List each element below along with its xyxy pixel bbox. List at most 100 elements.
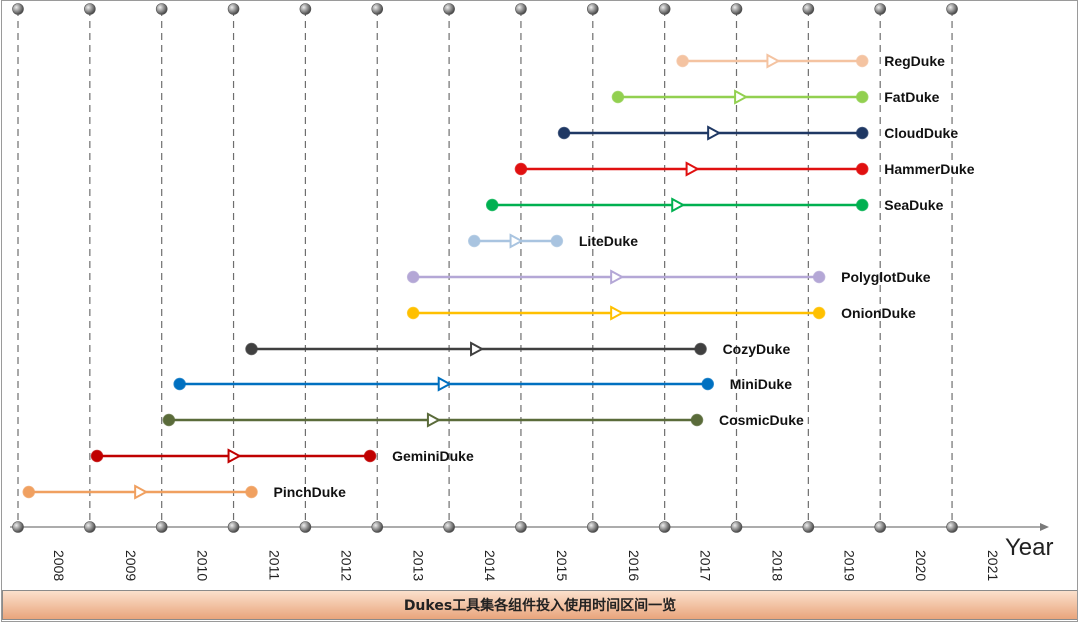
series-cloudduke: CloudDuke <box>557 125 958 141</box>
grid-pin-top <box>371 3 384 15</box>
x-tick-label: 2021 <box>985 550 1001 581</box>
series-arrow <box>671 197 686 213</box>
series-start-point <box>515 163 527 175</box>
series-end-point <box>691 414 703 426</box>
x-tick-label: 2010 <box>195 550 211 581</box>
x-axis-arrow <box>1040 523 1049 531</box>
grid-pin-bottom <box>227 521 240 533</box>
series-seaduke: SeaDuke <box>485 197 944 213</box>
grid-pin-top <box>299 3 312 15</box>
grid-pin-top <box>658 3 671 15</box>
grid-pin-bottom <box>84 521 96 533</box>
series-arrow <box>610 305 625 321</box>
series-label: HammerDuke <box>884 161 974 177</box>
series-start-point <box>558 127 570 139</box>
series-label: PolyglotDuke <box>841 269 931 285</box>
grid-pin-bottom <box>155 521 168 533</box>
grid-pin-top <box>946 3 958 15</box>
series-label: MiniDuke <box>730 376 792 392</box>
grid-pin-bottom <box>874 521 887 533</box>
series-polyglotduke: PolyglotDuke <box>406 269 931 285</box>
series-start-point <box>677 55 689 67</box>
series-onionduke: OnionDuke <box>406 305 916 321</box>
series-end-point <box>856 127 868 139</box>
series-end-point <box>695 343 707 355</box>
series-miniduke: MiniDuke <box>173 376 792 392</box>
series-arrow <box>437 376 452 392</box>
series-end-point <box>856 163 868 175</box>
series-label: SeaDuke <box>884 197 943 213</box>
series-end-point <box>364 450 376 462</box>
grid-pin-bottom <box>658 521 671 533</box>
series-end-point <box>246 486 258 498</box>
series-end-point <box>813 271 825 283</box>
series-start-point <box>612 91 624 103</box>
series-label: RegDuke <box>884 53 945 69</box>
series-end-point <box>856 55 868 67</box>
grid-pin-top <box>227 3 240 15</box>
series-liteduke: LiteDuke <box>467 233 638 249</box>
series-start-point <box>163 414 175 426</box>
series-arrow <box>734 89 749 105</box>
x-axis-title: Year <box>1005 534 1054 561</box>
series-arrow <box>766 53 781 69</box>
series-start-point <box>174 378 186 390</box>
series-label: CozyDuke <box>723 341 791 357</box>
series-label: PinchDuke <box>274 484 347 500</box>
x-tick-label: 2014 <box>482 550 498 581</box>
grid-pin-top <box>802 3 815 15</box>
series-start-point <box>246 343 258 355</box>
x-tick-label: 2009 <box>123 550 139 581</box>
series-label: FatDuke <box>884 89 939 105</box>
grid-pin-top <box>155 3 168 15</box>
x-tick-label: 2015 <box>554 550 570 581</box>
series-end-point <box>856 91 868 103</box>
series-start-point <box>407 271 419 283</box>
series-end-point <box>856 199 868 211</box>
grid-pin-bottom <box>586 521 599 533</box>
grid-pin-bottom <box>371 521 384 533</box>
series-arrow <box>134 484 149 500</box>
series-label: OnionDuke <box>841 305 916 321</box>
series-cozyduke: CozyDuke <box>245 341 791 357</box>
chart-caption: Dukes工具集各组件投入使用时间区间一览 <box>2 590 1078 620</box>
series-start-point <box>91 450 103 462</box>
series-arrow <box>470 341 485 357</box>
series-pinchduke: PinchDuke <box>22 484 347 500</box>
series-label: LiteDuke <box>579 233 638 249</box>
series-cosmicduke: CosmicDuke <box>162 412 804 428</box>
grid-pin-top <box>12 3 24 15</box>
series-arrow <box>610 269 625 285</box>
grid-pin-bottom <box>515 521 527 533</box>
series-arrow <box>509 233 524 249</box>
series-arrow <box>426 412 442 428</box>
series-label: GeminiDuke <box>392 448 474 464</box>
x-tick-label: 2011 <box>267 550 283 580</box>
x-tick-label: 2013 <box>410 550 426 581</box>
grid-pin-bottom <box>12 521 24 533</box>
series-end-point <box>702 378 714 390</box>
grid-pin-top <box>84 3 96 15</box>
grid-pin-bottom <box>802 521 815 533</box>
series-label: CosmicDuke <box>719 412 804 428</box>
grid-pin-top <box>515 3 527 15</box>
x-tick-label: 2017 <box>698 550 714 581</box>
series-arrow <box>227 448 242 464</box>
series-label: CloudDuke <box>884 125 958 141</box>
grid-pin-bottom <box>730 521 743 533</box>
series-arrow <box>707 125 722 141</box>
grid-pin-top <box>586 3 599 15</box>
x-tick-label: 2018 <box>770 550 786 581</box>
series-hammerduke: HammerDuke <box>514 161 975 177</box>
series-start-point <box>468 235 480 247</box>
series-arrow <box>685 161 700 177</box>
x-tick-label: 2016 <box>626 550 642 581</box>
grid-pin-top <box>443 3 455 15</box>
series-end-point <box>551 235 563 247</box>
series-fatduke: FatDuke <box>611 89 940 105</box>
series-geminiduke: GeminiDuke <box>90 448 474 464</box>
series-start-point <box>407 307 419 319</box>
x-tick-label: 2020 <box>913 550 929 581</box>
grid-pin-top <box>730 3 743 15</box>
